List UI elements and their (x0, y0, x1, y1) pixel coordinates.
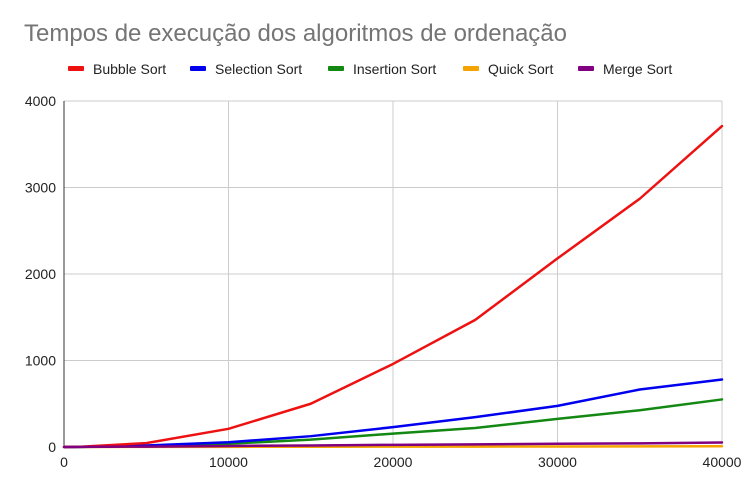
chart-legend: Bubble Sort Selection Sort Insertion Sort Q… (68, 61, 672, 77)
legend-swatch (328, 66, 344, 71)
legend-swatch (68, 66, 84, 71)
x-tick-label: 20000 (374, 454, 413, 470)
legend-label: Insertion Sort (353, 61, 436, 77)
y-tick-label: 3000 (25, 180, 56, 196)
y-tick-label: 1000 (25, 353, 56, 369)
legend-label: Selection Sort (215, 61, 302, 77)
chart-gridlines (64, 100, 723, 447)
legend-swatch (463, 66, 479, 71)
legend-item-bubble-sort[interactable]: Bubble Sort (68, 61, 166, 77)
legend-item-selection-sort[interactable]: Selection Sort (190, 61, 302, 77)
series-line-merge-sort (62, 441, 724, 449)
legend-label: Bubble Sort (93, 61, 166, 77)
legend-label: Merge Sort (603, 61, 672, 77)
chart-series (62, 124, 724, 449)
legend-swatch (578, 66, 594, 71)
chart-title: Tempos de execução dos algoritmos de ord… (24, 20, 567, 47)
legend-item-quick-sort[interactable]: Quick Sort (463, 61, 553, 77)
legend-label: Quick Sort (488, 61, 553, 77)
x-tick-label: 10000 (209, 454, 248, 470)
y-tick-label: 0 (48, 439, 56, 455)
x-tick-label: 40000 (703, 454, 742, 470)
legend-item-merge-sort[interactable]: Merge Sort (578, 61, 672, 77)
series-line-bubble-sort (62, 124, 724, 449)
x-tick-label: 30000 (538, 454, 577, 470)
legend-swatch (190, 66, 206, 71)
y-tick-label: 2000 (25, 266, 56, 282)
y-tick-label: 4000 (25, 93, 56, 109)
legend-item-insertion-sort[interactable]: Insertion Sort (328, 61, 436, 77)
x-tick-label: 0 (60, 454, 68, 470)
